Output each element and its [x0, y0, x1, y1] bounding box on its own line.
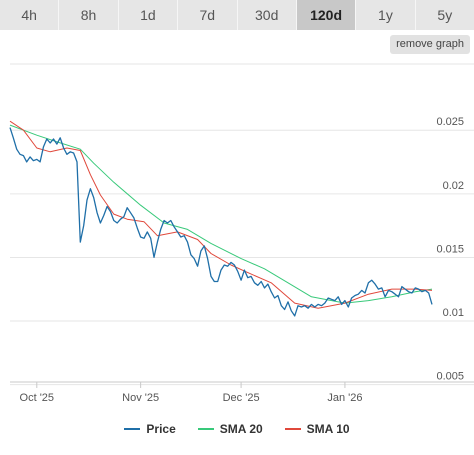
x-tick-label: Nov '25 [122, 392, 159, 404]
chart-legend: Price SMA 20 SMA 10 [0, 419, 474, 439]
legend-item-sma-20[interactable]: SMA 20 [197, 422, 263, 436]
tab-7d[interactable]: 7d [178, 0, 238, 30]
y-tick-label: 0.01 [443, 307, 464, 319]
price-chart: 0.025 0.02 0.015 0.01 0.005 Oct '25 Nov '25 De… [9, 63, 474, 404]
series-line-sma-10 [9, 120, 433, 309]
timeframe-tabs: 4h 8h 1d 7d 30d 120d 1y 5y [0, 0, 474, 30]
x-tick-label: Dec '25 [223, 392, 260, 404]
tab-4h[interactable]: 4h [0, 0, 60, 30]
tab-30d[interactable]: 30d [237, 0, 297, 30]
series-line-sma-20 [9, 124, 433, 304]
remove-graph-button[interactable]: remove graph [390, 35, 470, 54]
chart-series [9, 120, 433, 317]
legend-label: SMA 10 [306, 422, 350, 436]
legend-swatch [284, 428, 301, 430]
x-axis-ticks: Oct '25 Nov '25 Dec '25 Jan '26 [20, 382, 362, 404]
y-tick-label: 0.015 [436, 243, 464, 255]
chart-grid [10, 63, 474, 386]
y-tick-label: 0.005 [436, 371, 464, 383]
legend-swatch [124, 428, 141, 430]
legend-label: SMA 20 [219, 422, 263, 436]
y-tick-label: 0.025 [436, 116, 464, 128]
series-line-price [9, 127, 433, 317]
tab-1d[interactable]: 1d [118, 0, 179, 30]
y-tick-label: 0.02 [443, 180, 464, 192]
tab-5y[interactable]: 5y [415, 0, 474, 30]
tab-1y[interactable]: 1y [356, 0, 416, 30]
legend-label: Price [146, 422, 176, 436]
legend-swatch [197, 428, 214, 430]
tab-120d[interactable]: 120d [296, 0, 357, 30]
y-axis-ticks: 0.025 0.02 0.015 0.01 0.005 [436, 116, 464, 382]
x-tick-label: Jan '26 [327, 392, 362, 404]
x-tick-label: Oct '25 [20, 392, 55, 404]
tab-8h[interactable]: 8h [59, 0, 119, 30]
legend-item-price[interactable]: Price [124, 422, 176, 436]
legend-item-sma-10[interactable]: SMA 10 [284, 422, 350, 436]
